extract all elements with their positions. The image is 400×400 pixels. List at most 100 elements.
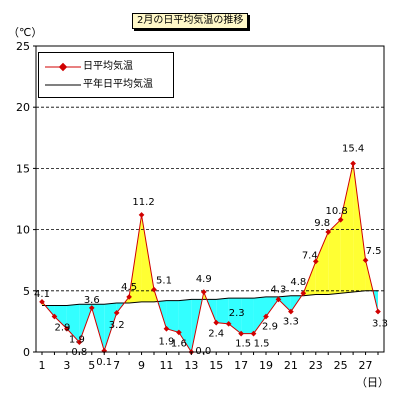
x-tick-label: 7 [113, 359, 120, 372]
x-tick-label: 27 [359, 359, 373, 372]
data-label: 0.0 [195, 346, 211, 357]
legend-daily-label: 日平均気温 [83, 61, 133, 72]
data-label: 2.3 [229, 308, 245, 319]
data-label: 3.2 [109, 320, 125, 331]
deviation-fill-segment [104, 303, 117, 351]
deviation-fill-segment [228, 298, 242, 334]
deviation-fill-segment [253, 296, 266, 334]
data-label: 5.1 [156, 276, 172, 287]
data-point-marker [325, 229, 332, 235]
deviation-fill-segment [340, 163, 354, 294]
data-label: 1.9 [158, 337, 174, 348]
x-tick-label: 1 [39, 359, 46, 372]
data-label: 3.6 [84, 295, 100, 306]
deviation-fill-segment [141, 214, 154, 302]
deviation-fill-segment [54, 305, 67, 329]
data-label: 9.8 [314, 218, 330, 229]
x-tick-label: 13 [184, 359, 198, 372]
data-point-marker [138, 212, 145, 218]
chart-title: 2月の日平均気温の推移 [132, 13, 249, 29]
data-label: 3.3 [372, 319, 388, 330]
data-label: 7.5 [366, 246, 382, 257]
data-point-marker [250, 330, 257, 337]
deviation-fill-segment [66, 304, 80, 343]
data-label: 1.5 [235, 339, 251, 350]
data-label: 4.9 [196, 274, 212, 285]
daily-series-line [41, 163, 379, 354]
data-label: 1.9 [69, 335, 85, 346]
data-point-marker [176, 329, 182, 336]
deviation-fill-segment [216, 298, 229, 324]
y-tick-label: 15 [16, 162, 30, 175]
legend: 日平均気温 平年日平均気温 [38, 52, 174, 98]
data-label: 11.2 [132, 197, 154, 208]
legend-daily-swatch [45, 62, 81, 72]
deviation-fill-segment [178, 299, 192, 352]
data-label: 3.3 [283, 317, 299, 328]
deviation-fill-segment [166, 300, 179, 333]
data-point-marker [312, 258, 319, 265]
deviation-fill-segment [328, 219, 341, 295]
data-label: 2.9 [54, 323, 70, 334]
data-point-marker [88, 305, 95, 311]
gridlines [36, 106, 384, 292]
x-tick-label: 11 [159, 359, 173, 372]
x-tick-label: 21 [284, 359, 298, 372]
data-label: 1.5 [254, 339, 270, 350]
data-point-marker [151, 286, 157, 293]
deviation-fills [42, 163, 378, 352]
data-label: 4.8 [290, 277, 306, 288]
data-labels: 4.12.91.90.83.60.13.24.511.25.11.91.60.0… [34, 144, 388, 368]
normal-temperature-line [42, 290, 378, 306]
x-tick-label: 25 [334, 359, 348, 372]
y-tick-label: 10 [16, 224, 30, 237]
data-point-marker [275, 296, 282, 303]
deviation-fill-segment [241, 298, 254, 334]
data-point-marker [288, 308, 294, 315]
data-point-marker [263, 313, 269, 320]
data-label: 10.8 [326, 206, 348, 217]
x-tick-label: 3 [63, 359, 70, 372]
plot-area-frame [35, 45, 385, 353]
data-label: 4.3 [270, 284, 286, 295]
x-tick-label: 15 [209, 359, 223, 372]
legend-item-daily: 日平均気温 [39, 60, 173, 74]
data-point-marker [300, 290, 307, 297]
x-tick-label: 17 [234, 359, 248, 372]
data-label: 0.1 [96, 357, 112, 368]
x-axis-unit-label: （日） [356, 376, 389, 389]
data-point-marker [113, 310, 120, 316]
data-point-marker [337, 216, 344, 223]
data-label: 2.9 [262, 322, 278, 333]
data-label: 2.4 [208, 329, 224, 340]
data-point-marker [238, 330, 244, 337]
y-tick-label: 20 [16, 101, 30, 114]
x-tick-label: 19 [259, 359, 273, 372]
data-label: 1.6 [171, 338, 187, 349]
y-tick-label: 25 [16, 40, 30, 53]
data-label: 4.1 [34, 289, 50, 300]
deviation-fill-segment [315, 232, 329, 295]
deviation-fill-segment [353, 163, 366, 293]
daily-temperature-line [39, 160, 381, 355]
x-tick-label: 23 [309, 359, 323, 372]
data-point-marker [163, 325, 170, 332]
data-point-marker [350, 160, 356, 167]
data-label: 15.4 [342, 144, 364, 155]
data-point-marker [225, 321, 232, 327]
y-tick-label: 5 [23, 285, 30, 298]
data-label: 7.4 [302, 250, 318, 261]
data-point-marker [126, 294, 132, 300]
data-label: 4.5 [121, 282, 137, 293]
data-point-marker [200, 289, 207, 295]
legend-normal-label: 平年日平均気温 [83, 79, 153, 90]
data-point-marker [64, 325, 70, 332]
data-point-marker [213, 319, 220, 326]
legend-item-normal: 平年日平均気温 [39, 78, 173, 92]
normal-series-line [42, 290, 378, 306]
x-tick-label: 9 [138, 359, 145, 372]
y-axis-unit-label: （℃） [8, 26, 42, 39]
data-point-marker [362, 257, 369, 264]
